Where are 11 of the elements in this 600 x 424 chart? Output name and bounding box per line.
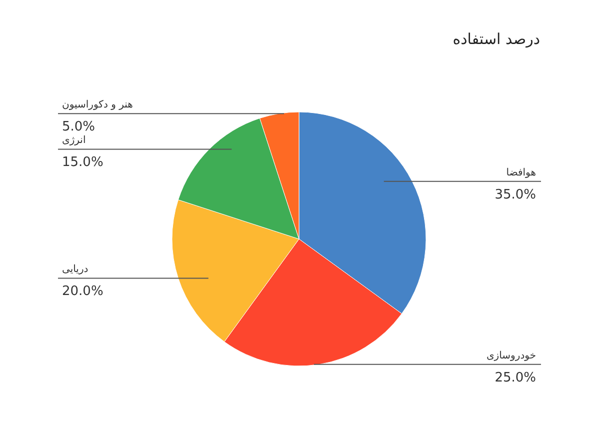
data-label: 5.0% xyxy=(62,120,96,135)
slice-label: هوافضا xyxy=(506,167,536,178)
slice-label: هنر و دکوراسیون xyxy=(62,100,133,111)
data-label: 20.0% xyxy=(62,284,104,300)
data-label: 25.0% xyxy=(494,370,536,386)
chart-title: درصد استفاده xyxy=(452,30,540,48)
slice-label: انرژی xyxy=(62,135,86,146)
data-label: 15.0% xyxy=(62,155,104,170)
data-label: 35.0% xyxy=(494,187,536,202)
slice-label: خودروسازی xyxy=(486,350,536,362)
slice-label: دریایی xyxy=(62,264,88,276)
